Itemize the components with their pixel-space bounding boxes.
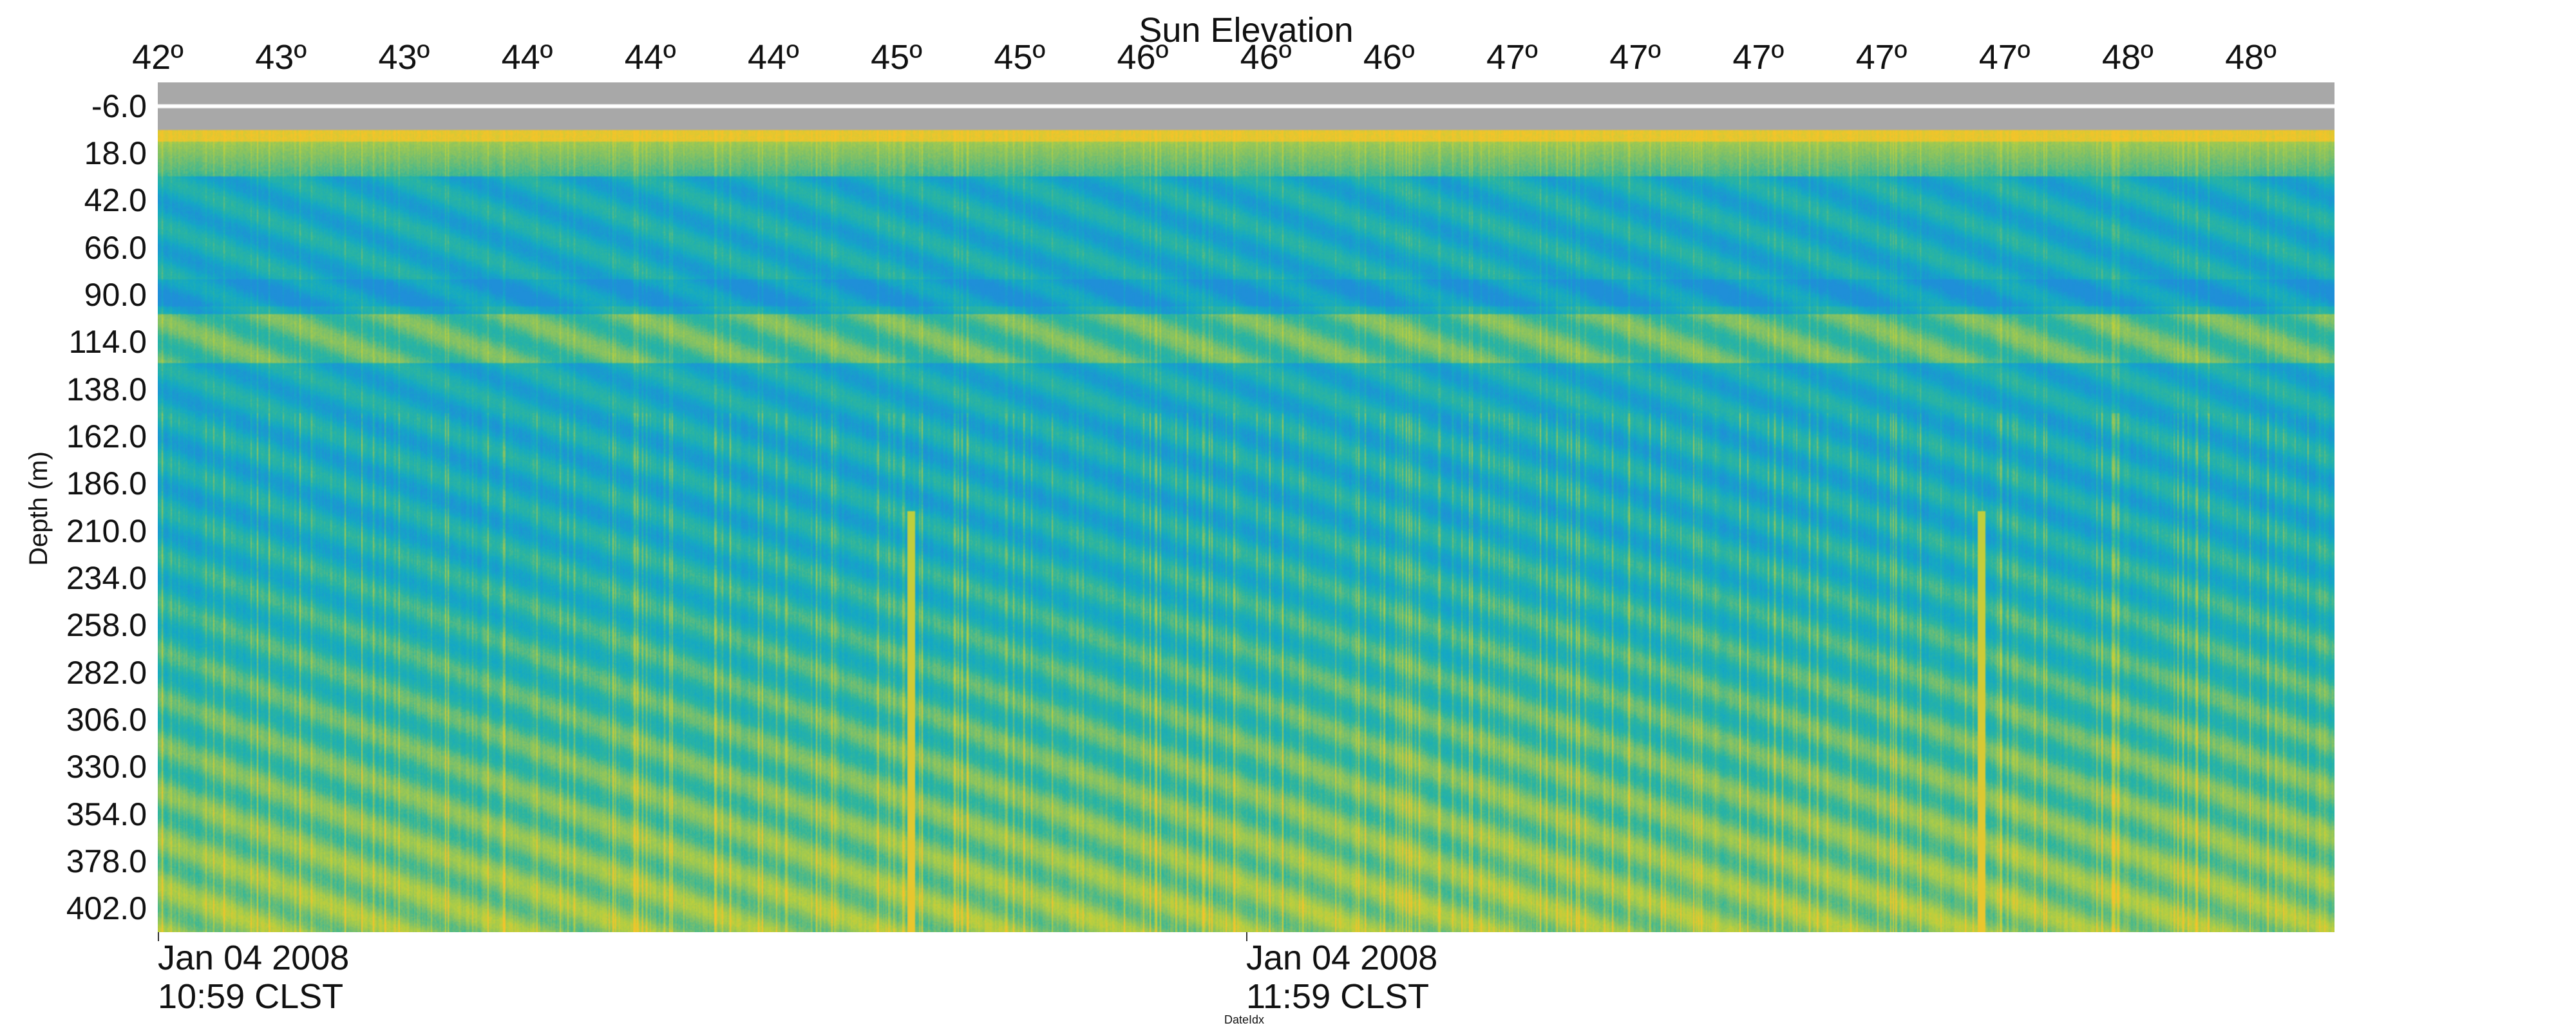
depth-tick-label: 114.0 [68,324,147,360]
depth-tick-label: 258.0 [66,607,147,644]
time-tick-label: Jan 04 2008 10:59 CLST [158,939,349,1016]
sun-elevation-tick-label: 48º [2101,38,2154,77]
sun-elevation-tick-label: 47º [1855,38,1908,77]
depth-tick-label: 330.0 [66,749,147,785]
depth-heatmap [158,82,2334,932]
depth-tick-label: 354.0 [66,796,147,832]
sun-elevation-tick-label: 45º [871,38,922,77]
depth-tick-label: 18.0 [84,135,147,171]
sun-elevation-tick-label: 47º [1978,38,2031,77]
depth-tick-label: 210.0 [66,512,147,549]
depth-tick-label: 306.0 [66,702,147,738]
depth-axis-label: Depth (m) [24,451,53,566]
time-tick-mark [1246,932,1247,941]
depth-tick-label: 138.0 [66,371,147,407]
time-tick-mark [158,932,159,941]
sun-elevation-tick-label: 48º [2225,38,2277,77]
echogram-plot-area [158,82,2334,932]
depth-tick-label: 234.0 [66,560,147,596]
sun-elevation-tick-label: 47º [1486,38,1538,77]
time-tick-time: 11:59 CLST [1246,977,1430,1016]
depth-tick-label: 42.0 [84,182,147,219]
sun-elevation-tick-label: 43º [255,38,307,77]
depth-tick-label: 90.0 [84,277,147,313]
sun-elevation-tick-label: 46º [1117,38,1169,77]
depth-tick-label: -6.0 [91,88,147,124]
sun-elevation-tick-label: 42º [132,38,184,77]
depth-tick-label: 162.0 [66,418,147,454]
depth-tick-label: 66.0 [84,229,147,266]
sun-elevation-tick-label: 47º [1732,38,1785,77]
sun-elevation-tick-label: 44º [501,38,553,77]
sun-elevation-tick-label: 46º [1240,38,1292,77]
depth-tick-label: 186.0 [66,465,147,502]
time-tick-time: 10:59 CLST [158,977,344,1016]
time-axis-label: DateIdx [1224,1013,1265,1026]
sun-elevation-tick-label: 46º [1363,38,1415,77]
sun-elevation-tick-label: 47º [1609,38,1662,77]
time-tick-date: Jan 04 2008 [1246,939,1438,977]
sun-elevation-axis-title: Sun Elevation [1139,11,1354,50]
sun-elevation-tick-label: 44º [624,38,676,77]
sun-elevation-tick-label: 44º [747,38,799,77]
depth-tick-label: 402.0 [66,890,147,927]
time-tick-label: Jan 04 2008 11:59 CLST [1246,939,1437,1016]
depth-tick-label: 282.0 [66,654,147,691]
time-tick-date: Jan 04 2008 [158,939,350,977]
sun-elevation-tick-label: 43º [378,38,430,77]
sun-elevation-tick-label: 45º [994,38,1046,77]
depth-tick-label: 378.0 [66,843,147,879]
